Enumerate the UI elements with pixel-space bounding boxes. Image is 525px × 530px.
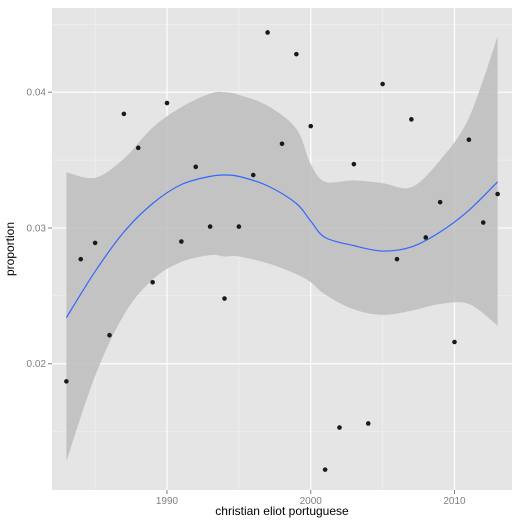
x-axis-title: christian eliot portuguese: [215, 504, 349, 518]
confidence-band: [66, 36, 498, 462]
data-point: [78, 256, 84, 262]
data-point: [222, 296, 227, 301]
data-point: [193, 164, 199, 170]
data-point: [107, 332, 112, 338]
data-point: [308, 123, 314, 129]
y-axis-title: proportion: [3, 222, 17, 276]
x-tick-label: 2010: [443, 496, 466, 507]
data-point: [250, 172, 256, 178]
data-point: [423, 235, 429, 240]
data-point: [322, 467, 328, 472]
y-tick-label: 0.04: [27, 88, 47, 99]
data-point: [279, 141, 285, 147]
x-tick-label: 1990: [156, 496, 179, 507]
data-point: [150, 279, 155, 285]
data-point: [351, 161, 357, 167]
data-point: [409, 117, 414, 122]
y-axis-ticks: 0.02 0.03 0.04: [27, 88, 52, 370]
data-point: [121, 111, 127, 117]
data-point: [164, 100, 170, 106]
data-point: [179, 239, 184, 244]
y-tick-label: 0.02: [27, 359, 47, 370]
smooth-trend-line: [65, 174, 499, 318]
data-point: [265, 30, 270, 35]
data-point: [92, 240, 98, 246]
data-point: [64, 379, 69, 384]
data-point: [452, 339, 457, 345]
data-point: [365, 421, 371, 426]
data-point: [480, 220, 486, 225]
y-tick-label: 0.03: [27, 223, 47, 234]
data-point: [135, 145, 141, 151]
data-points: [64, 30, 500, 472]
data-point: [495, 191, 500, 197]
data-point: [394, 256, 400, 262]
data-point: [380, 81, 385, 87]
data-point: [236, 224, 242, 229]
data-point: [294, 51, 299, 57]
data-point: [466, 137, 472, 143]
data-point: [207, 224, 213, 229]
data-point: [337, 425, 342, 430]
data-point: [437, 199, 443, 205]
x-axis-ticks: 1990 2000 2010: [156, 490, 466, 507]
x-tick-label: 2000: [300, 496, 323, 507]
